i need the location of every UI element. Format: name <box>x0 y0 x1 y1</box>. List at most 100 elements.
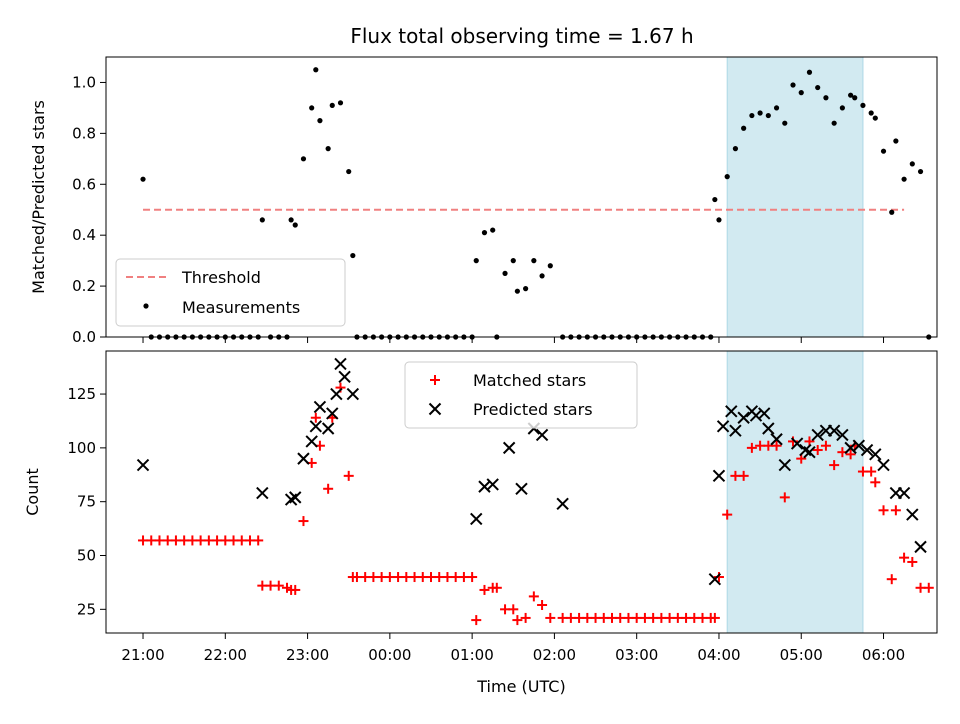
measurement-point <box>325 146 331 152</box>
measurement-point <box>872 115 878 121</box>
predicted-star-point <box>136 458 150 472</box>
measurement-point <box>140 176 146 182</box>
measurement-point <box>782 120 788 126</box>
measurement-point <box>309 105 315 111</box>
x-tick-label: 01:00 <box>451 646 494 664</box>
bottom-legend-box <box>404 361 638 429</box>
top-y-tick-label: 1.0 <box>72 73 96 91</box>
measurement-point <box>852 95 858 101</box>
predicted-star-point <box>762 422 775 435</box>
bottom-panel: 25 50 75 100 125 21:00 22:00 23:00 00:00 01:00 02… <box>23 337 938 696</box>
predicted-star-point <box>346 387 360 401</box>
threshold-legend-label: Threshold <box>181 268 261 287</box>
x-tick-label: 02:00 <box>533 646 576 664</box>
measurements-legend-label: Measurements <box>182 298 300 317</box>
measurement-point <box>329 102 335 108</box>
predicted-star-point <box>289 491 302 504</box>
matched-stars-legend-swatch <box>430 375 440 385</box>
top-y-tick-label: 0.6 <box>72 175 96 193</box>
measurement-point <box>798 90 804 96</box>
predicted-star-point <box>256 486 269 500</box>
x-tick-label: 06:00 <box>862 646 905 664</box>
top-y-axis-label: Matched/Predicted stars <box>29 100 48 294</box>
measurements-series <box>140 67 932 340</box>
x-tick-label: 21:00 <box>121 646 164 664</box>
top-legend: Threshold Measurements <box>115 258 346 327</box>
predicted-star-point <box>712 469 726 483</box>
predicted-star-point <box>770 433 783 446</box>
bottom-y-ticks: 25 50 75 100 125 <box>67 385 106 618</box>
top-legend-box <box>115 258 346 327</box>
measurement-point <box>539 273 545 279</box>
top-panel: 0.0 0.2 0.4 0.6 0.8 1.0 Matched/Predicted sta… <box>29 56 938 346</box>
measurement-point <box>313 67 319 73</box>
x-axis-label: Time (UTC) <box>476 677 565 696</box>
measurement-point <box>790 82 796 88</box>
predicted-star-point <box>758 407 771 420</box>
measurement-point <box>765 112 771 119</box>
predicted-star-point <box>869 448 882 461</box>
measurement-point <box>741 125 747 131</box>
measurement-point <box>337 100 344 106</box>
measurement-point <box>880 148 887 154</box>
measurement-point <box>860 102 866 108</box>
predicted-star-point <box>827 424 841 437</box>
x-tick-label: 03:00 <box>615 646 658 664</box>
top-shaded-region <box>726 56 864 338</box>
measurement-point <box>917 168 924 175</box>
measurement-point <box>490 227 496 233</box>
measurement-point <box>523 286 529 292</box>
predicted-star-point <box>778 458 791 472</box>
predicted-stars-legend-label: Predicted stars <box>473 400 593 419</box>
measurement-point <box>848 92 854 98</box>
x-tick-label: 04:00 <box>697 646 740 664</box>
measurement-point <box>292 222 298 228</box>
measurement-point <box>481 230 488 236</box>
predicted-star-point <box>478 480 491 493</box>
measurement-point <box>350 252 356 259</box>
predicted-star-point <box>297 452 310 465</box>
bottom-y-tick-label: 100 <box>67 439 96 457</box>
predicted-star-point <box>799 443 812 457</box>
x-tick-label: 23:00 <box>286 646 329 664</box>
predicted-star-point <box>790 437 804 450</box>
predicted-star-point <box>309 420 323 433</box>
measurement-point <box>346 168 352 175</box>
measurement-point <box>724 174 730 180</box>
predicted-star-point <box>725 405 738 418</box>
predicted-star-point <box>906 508 919 521</box>
matched-stars-legend-label: Matched stars <box>473 371 586 390</box>
top-y-ticks: 0.0 0.2 0.4 0.6 0.8 1.0 <box>72 73 106 346</box>
measurements-legend-swatch <box>143 303 149 309</box>
matched-stars-series <box>138 382 934 626</box>
predicted-star-point <box>803 445 816 459</box>
measurement-point <box>317 118 323 124</box>
measurement-point <box>749 112 755 119</box>
measurement-point <box>889 209 895 215</box>
predicted-star-point <box>737 411 750 424</box>
predicted-star-point <box>338 370 351 384</box>
measurement-point <box>839 105 845 111</box>
measurement-point <box>510 258 516 264</box>
predicted-star-point <box>811 428 824 442</box>
predicted-star-point <box>330 387 343 401</box>
bottom-shaded-region <box>726 350 864 634</box>
predicted-star-point <box>749 409 763 422</box>
predicted-star-point <box>729 424 742 437</box>
measurement-point <box>901 176 907 182</box>
predicted-star-point <box>877 458 890 472</box>
x-tick-label: 00:00 <box>368 646 411 664</box>
predicted-star-point <box>860 443 874 457</box>
predicted-star-point <box>515 482 528 495</box>
predicted-star-point <box>708 572 722 586</box>
measurement-point <box>757 110 763 116</box>
predicted-star-point <box>305 435 318 448</box>
bottom-y-tick-label: 25 <box>77 600 96 618</box>
predicted-star-point <box>535 428 549 442</box>
predicted-star-point <box>502 441 516 455</box>
measurement-point <box>300 156 307 162</box>
bottom-y-tick-label: 50 <box>77 547 96 565</box>
top-y-tick-label: 0.2 <box>72 277 96 295</box>
top-y-tick-label: 0.0 <box>72 328 96 346</box>
